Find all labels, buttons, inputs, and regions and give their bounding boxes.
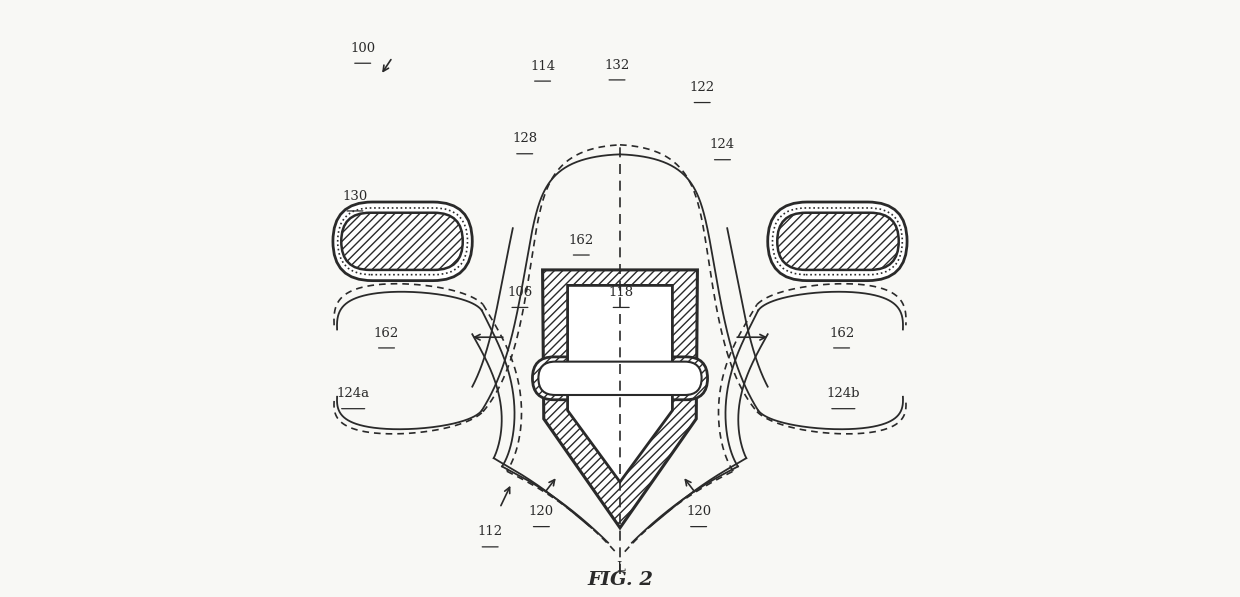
FancyBboxPatch shape: [532, 357, 708, 400]
Text: 112: 112: [477, 525, 502, 538]
FancyBboxPatch shape: [777, 213, 899, 270]
FancyBboxPatch shape: [768, 202, 908, 281]
Text: FIG. 2: FIG. 2: [587, 571, 653, 589]
Text: 120: 120: [528, 505, 554, 518]
Polygon shape: [568, 285, 672, 482]
Text: 114: 114: [529, 60, 556, 73]
Text: 162: 162: [569, 233, 594, 247]
Text: 130: 130: [342, 190, 367, 202]
Text: 106: 106: [507, 286, 532, 299]
Text: 122: 122: [689, 81, 714, 94]
Text: 128: 128: [512, 133, 537, 146]
Polygon shape: [543, 270, 697, 528]
FancyBboxPatch shape: [337, 208, 467, 275]
Text: 124: 124: [709, 139, 735, 151]
Text: 124b: 124b: [827, 387, 861, 401]
Text: 118: 118: [609, 286, 634, 299]
FancyBboxPatch shape: [341, 213, 463, 270]
Text: 132: 132: [604, 59, 630, 72]
Text: 120: 120: [686, 505, 712, 518]
Text: 100: 100: [350, 42, 376, 55]
FancyBboxPatch shape: [332, 202, 472, 281]
Text: L: L: [616, 561, 625, 574]
Text: 162: 162: [374, 327, 399, 340]
Text: 162: 162: [830, 327, 854, 340]
FancyBboxPatch shape: [773, 208, 903, 275]
Text: 124a: 124a: [336, 387, 370, 401]
FancyBboxPatch shape: [538, 362, 702, 395]
